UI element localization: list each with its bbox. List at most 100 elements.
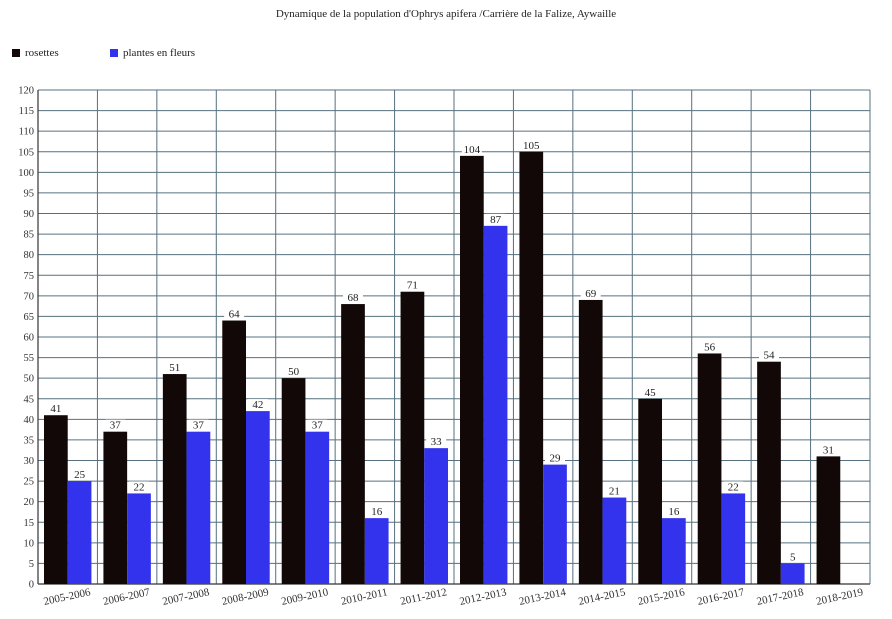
y-tick-label: 40 <box>24 415 35 426</box>
bar-plantes-en-fleurs <box>602 497 627 584</box>
data-label-bg <box>307 419 328 431</box>
data-label: 50 <box>288 366 300 378</box>
x-tick-label: 2006-2007 <box>102 586 152 608</box>
y-tick-label: 20 <box>24 497 35 508</box>
bar-rosettes <box>816 456 841 584</box>
y-tick-label: 5 <box>29 559 34 570</box>
bar-rosettes <box>460 155 484 584</box>
x-tick-label: 2014-2015 <box>577 586 627 608</box>
y-tick-label: 120 <box>18 86 34 97</box>
bar-rosettes <box>519 151 544 584</box>
chart-title: Dynamique de la population d'Ophrys apif… <box>275 8 617 20</box>
x-tick-label: 2010-2011 <box>340 586 389 608</box>
y-tick-label: 30 <box>24 456 35 467</box>
x-tick-label: 2005-2006 <box>43 586 93 608</box>
bar-plantes-en-fleurs <box>305 431 330 584</box>
legend-label-plantes-en-fleurs: plantes en fleurs <box>123 47 196 59</box>
y-tick-label: 100 <box>18 168 34 179</box>
data-label-bg <box>640 386 661 398</box>
data-label: 42 <box>252 399 263 411</box>
data-label: 16 <box>371 506 383 518</box>
x-tick-label: 2016-2017 <box>696 586 746 608</box>
data-label-bg <box>188 419 209 431</box>
data-label-bg <box>45 403 66 415</box>
legend-swatch-rosettes <box>12 49 20 57</box>
bar-rosettes <box>638 398 662 584</box>
y-tick-label: 85 <box>24 230 35 241</box>
y-tick-label: 90 <box>24 209 35 220</box>
data-label: 104 <box>464 144 481 156</box>
data-label: 37 <box>110 420 122 432</box>
bar-plantes-en-fleurs <box>67 481 92 584</box>
y-tick-label: 50 <box>24 374 35 385</box>
data-label: 5 <box>790 551 796 563</box>
x-tick-label: 2015-2016 <box>637 586 687 608</box>
bar-rosettes <box>697 353 722 584</box>
legend-label-rosettes: rosettes <box>25 47 59 59</box>
data-label: 37 <box>193 420 205 432</box>
bar-rosettes <box>281 378 306 584</box>
data-label-bg <box>461 143 482 155</box>
bar-rosettes <box>44 415 68 584</box>
y-tick-label: 55 <box>24 353 35 364</box>
data-label-bg <box>521 139 542 151</box>
data-label: 68 <box>348 292 360 304</box>
data-label-bg <box>759 349 779 361</box>
y-tick-label: 45 <box>24 394 35 405</box>
y-tick-label: 95 <box>24 188 35 199</box>
data-label-bg <box>402 279 423 291</box>
x-tick-label: 2018-2019 <box>815 586 865 608</box>
bar-rosettes <box>757 361 781 584</box>
data-label: 51 <box>169 362 180 374</box>
data-label-bg <box>247 399 268 411</box>
data-label-bg <box>485 213 506 225</box>
bar-plantes-en-fleurs <box>662 518 686 584</box>
data-label-bg <box>782 551 803 563</box>
data-label: 69 <box>585 288 597 300</box>
data-label: 21 <box>609 486 620 498</box>
data-label: 87 <box>490 214 502 226</box>
legend-swatch-plantes-en-fleurs <box>110 49 118 57</box>
data-label-bg <box>366 506 387 518</box>
bar-plantes-en-fleurs <box>721 493 746 584</box>
x-tick-label: 2013-2014 <box>518 586 568 608</box>
bar-rosettes <box>400 291 425 584</box>
data-label: 71 <box>407 280 418 292</box>
data-label: 41 <box>50 403 61 415</box>
y-tick-label: 110 <box>19 127 34 138</box>
data-label-bg <box>105 419 126 431</box>
bar-plantes-en-fleurs <box>483 225 508 584</box>
data-label: 22 <box>134 481 145 493</box>
legend-item-rosettes: rosettes <box>12 47 59 59</box>
data-label-bg <box>723 481 744 493</box>
y-tick-label: 10 <box>24 538 35 549</box>
y-tick-label: 80 <box>24 250 35 261</box>
y-tick-label: 25 <box>24 477 35 488</box>
data-label: 56 <box>704 341 716 353</box>
legend-item-plantes-en-fleurs: plantes en fleurs <box>110 47 195 59</box>
data-label: 33 <box>431 436 443 448</box>
x-tick-label: 2009-2010 <box>280 586 330 608</box>
y-tick-label: 75 <box>24 271 35 282</box>
x-tick-label: 2007-2008 <box>161 586 211 608</box>
bar-plantes-en-fleurs <box>780 563 805 584</box>
bar-rosettes <box>578 299 603 584</box>
data-label: 31 <box>823 444 834 456</box>
x-tick-label: 2017-2018 <box>756 586 806 608</box>
data-label: 25 <box>74 469 86 481</box>
bar-rosettes <box>103 431 128 584</box>
bar-plantes-en-fleurs <box>424 448 448 584</box>
x-tick-label: 2008-2009 <box>221 586 271 608</box>
data-label-bg <box>580 287 601 299</box>
data-label: 105 <box>523 140 540 152</box>
y-tick-label: 70 <box>24 291 35 302</box>
bar-plantes-en-fleurs <box>246 411 270 584</box>
bar-plantes-en-fleurs <box>186 431 211 584</box>
data-label: 64 <box>229 309 241 321</box>
bar-rosettes <box>341 304 365 584</box>
x-tick-label: 2012-2013 <box>459 586 509 608</box>
y-tick-label: 105 <box>18 147 34 158</box>
data-label-bg <box>818 444 839 456</box>
data-label: 45 <box>645 387 657 399</box>
bar-rosettes <box>222 320 246 584</box>
